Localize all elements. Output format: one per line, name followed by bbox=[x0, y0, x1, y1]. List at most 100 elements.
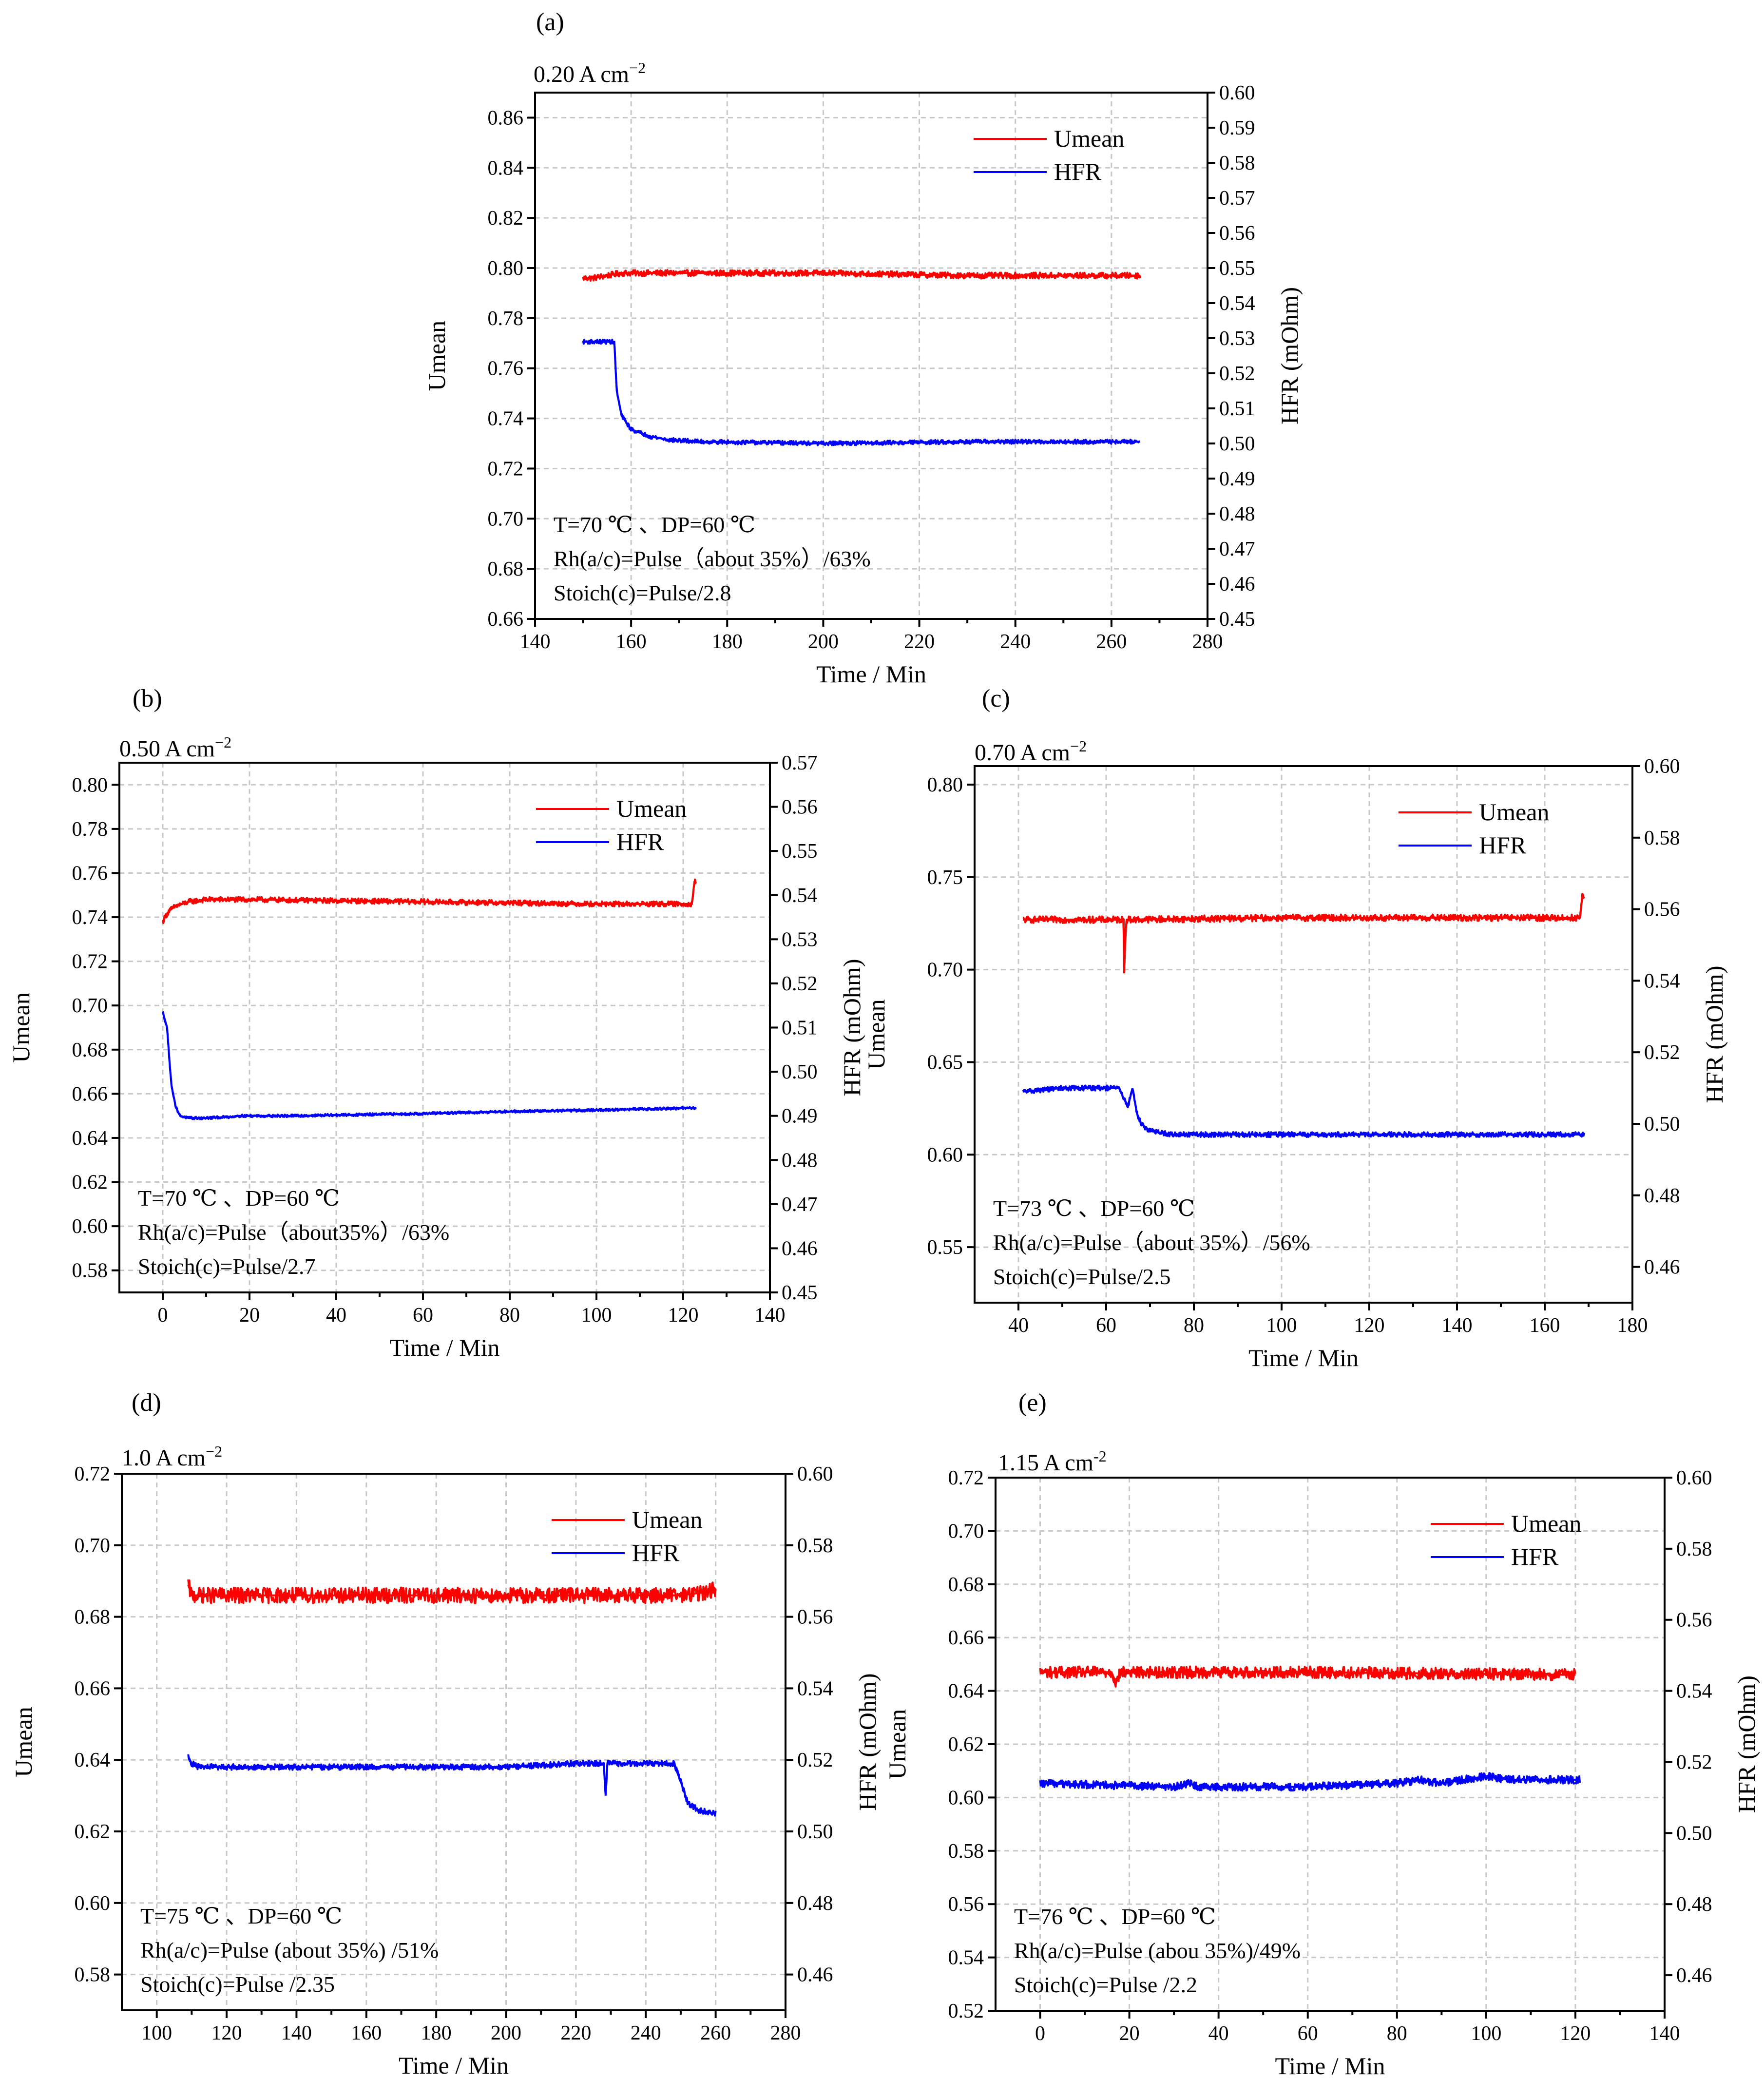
y2-tick-label: 0.58 bbox=[1219, 152, 1255, 174]
series-trend-umean bbox=[187, 1584, 716, 1597]
y2-tick-label: 0.54 bbox=[782, 885, 818, 907]
y2-tick-label: 0.53 bbox=[1219, 327, 1255, 350]
y2-tick-label: 0.51 bbox=[1219, 398, 1255, 420]
x-tick-label: 0 bbox=[158, 1304, 168, 1327]
y2-tick-label: 0.46 bbox=[1676, 1964, 1712, 1987]
operating-conditions: T=76 ℃ 、DP=60 ℃ Rh(a/c)=Pulse (abou 35%)/… bbox=[1014, 1904, 1301, 1997]
y-axis-left: 0.58 0.60 0.62 0.64 0.66 0.68 0.70 0.72 0.74 0.76… bbox=[7, 774, 119, 1282]
y2-tick-label: 0.47 bbox=[1219, 538, 1255, 560]
y2-tick-label: 0.60 bbox=[797, 1463, 833, 1485]
x-tick-label: 140 bbox=[1442, 1314, 1473, 1337]
y-axis-right: 0.46 0.48 0.50 0.52 0.54 0.56 0.58 0.60 HFR (mOh… bbox=[1665, 1467, 1760, 1987]
current-density-title: 0.20 A cm−2 bbox=[534, 59, 646, 87]
series-line-hfr bbox=[1039, 1772, 1581, 1792]
y2-tick-label: 0.46 bbox=[782, 1237, 818, 1260]
legend: Umean HFR bbox=[1399, 798, 1549, 859]
x-axis-label: Time / Min bbox=[1248, 1344, 1359, 1371]
x-tick-label: 100 bbox=[581, 1304, 612, 1327]
x-tick-label: 140 bbox=[520, 631, 551, 653]
y2-tick-label: 0.60 bbox=[1644, 755, 1680, 778]
y2-tick-label: 0.45 bbox=[782, 1282, 818, 1304]
y-tick-label: 0.82 bbox=[488, 207, 524, 230]
x-tick-label: 80 bbox=[1184, 1314, 1204, 1337]
y2-tick-label: 0.50 bbox=[797, 1821, 833, 1843]
y-tick-label: 0.58 bbox=[72, 1260, 108, 1282]
x-tick-label: 80 bbox=[499, 1304, 520, 1327]
y-tick-label: 0.58 bbox=[75, 1964, 111, 1986]
condition-line: Rh(a/c)=Pulse（about35%）/63% bbox=[138, 1220, 449, 1245]
x-tick-label: 40 bbox=[326, 1304, 346, 1327]
y-tick-label: 0.64 bbox=[948, 1680, 984, 1703]
y-tick-label: 0.68 bbox=[488, 558, 524, 580]
y2-tick-label: 0.56 bbox=[1644, 899, 1680, 921]
current-density-title: 1.15 A cm-2 bbox=[998, 1447, 1107, 1476]
y-tick-label: 0.68 bbox=[948, 1574, 984, 1596]
legend: Umean HFR bbox=[974, 125, 1124, 185]
y2-tick-label: 0.46 bbox=[797, 1964, 833, 1986]
y-tick-label: 0.72 bbox=[75, 1463, 111, 1485]
series-line-hfr bbox=[1022, 1084, 1585, 1138]
series-trend-hfr bbox=[1040, 1775, 1580, 1788]
grid-lines bbox=[975, 766, 1632, 1303]
x-tick-label: 140 bbox=[1649, 2022, 1680, 2045]
condition-line: Stoich(c)=Pulse /2.2 bbox=[1014, 1972, 1197, 1997]
grid-lines bbox=[122, 1474, 786, 2010]
y-axis-label: Umean bbox=[883, 1709, 911, 1779]
x-tick-label: 100 bbox=[1471, 2022, 1501, 2045]
y-tick-label: 0.62 bbox=[948, 1733, 984, 1756]
y-axis-label: Umean bbox=[863, 999, 890, 1069]
x-tick-label: 160 bbox=[616, 631, 647, 653]
x-tick-label: 80 bbox=[1387, 2022, 1407, 2045]
x-tick-label: 20 bbox=[1119, 2022, 1140, 2045]
y-tick-label: 0.70 bbox=[75, 1535, 111, 1557]
y-tick-label: 0.70 bbox=[927, 959, 963, 982]
series-trend-umean bbox=[1023, 894, 1584, 974]
legend: Umean HFR bbox=[552, 1506, 702, 1566]
y-axis-label: Umean bbox=[7, 992, 35, 1062]
x-axis-label: Time / Min bbox=[1275, 2052, 1385, 2079]
y2-tick-label: 0.53 bbox=[782, 928, 818, 951]
y2-tick-label: 0.50 bbox=[1676, 1822, 1712, 1845]
condition-line: Stoich(c)=Pulse/2.8 bbox=[554, 580, 731, 605]
panel-label: (d) bbox=[132, 1389, 161, 1417]
operating-conditions: T=70 ℃ 、DP=60 ℃ Rh(a/c)=Pulse（about 35%）/… bbox=[554, 512, 871, 605]
y-tick-label: 0.66 bbox=[72, 1083, 108, 1105]
y2-tick-label: 0.46 bbox=[1644, 1256, 1680, 1279]
x-tick-label: 120 bbox=[1560, 2022, 1591, 2045]
y2-tick-label: 0.57 bbox=[782, 752, 818, 774]
legend-label-hfr: HFR bbox=[1479, 831, 1527, 859]
x-tick-label: 40 bbox=[1008, 1314, 1029, 1337]
y-tick-label: 0.52 bbox=[948, 2000, 984, 2022]
y-axis-left: 0.66 0.68 0.70 0.72 0.74 0.76 0.78 0.80 0.82 0.84… bbox=[423, 107, 535, 631]
chart-panel-b: (b) 0.50 A cm−2 0 20 40 60 80 100 120 140 Time / M… bbox=[7, 685, 865, 1361]
y-tick-label: 0.80 bbox=[72, 774, 108, 796]
x-tick-label: 60 bbox=[413, 1304, 433, 1327]
x-tick-label: 160 bbox=[351, 2022, 382, 2044]
y2-tick-label: 0.51 bbox=[782, 1017, 818, 1039]
x-tick-label: 260 bbox=[1096, 631, 1127, 653]
y-tick-label: 0.72 bbox=[948, 1467, 984, 1489]
legend-label-umean: Umean bbox=[632, 1506, 702, 1533]
legend-label-hfr: HFR bbox=[1511, 1543, 1559, 1570]
y2-tick-label: 0.46 bbox=[1219, 573, 1255, 596]
y2-tick-label: 0.45 bbox=[1219, 608, 1255, 631]
y-axis-left: 0.52 0.54 0.56 0.58 0.60 0.62 0.64 0.66 0.68 0.70… bbox=[883, 1467, 996, 2022]
y2-tick-label: 0.58 bbox=[797, 1535, 833, 1557]
y2-axis-label: HFR (mOhm) bbox=[854, 1674, 881, 1811]
y2-tick-label: 0.48 bbox=[797, 1892, 833, 1915]
y-tick-label: 0.68 bbox=[75, 1606, 111, 1629]
panel-label: (a) bbox=[536, 8, 564, 36]
operating-conditions: T=70 ℃ 、DP=60 ℃ Rh(a/c)=Pulse（about35%）/6… bbox=[138, 1186, 449, 1279]
current-density-title: 0.50 A cm−2 bbox=[119, 733, 231, 762]
y-axis-left: 0.55 0.60 0.65 0.70 0.75 0.80 Umean bbox=[863, 774, 975, 1259]
y-tick-label: 0.80 bbox=[488, 257, 524, 280]
y-tick-label: 0.56 bbox=[948, 1893, 984, 1916]
series-trend-umean bbox=[1040, 1671, 1575, 1686]
x-tick-label: 200 bbox=[808, 631, 839, 653]
panel-label: (c) bbox=[982, 685, 1010, 712]
y-tick-label: 0.64 bbox=[72, 1127, 108, 1150]
series-trend-hfr bbox=[1022, 1087, 1584, 1136]
y2-tick-label: 0.50 bbox=[1644, 1113, 1680, 1136]
operating-conditions: T=73 ℃ 、DP=60 ℃ Rh(a/c)=Pulse（about 35%）/… bbox=[993, 1196, 1310, 1289]
